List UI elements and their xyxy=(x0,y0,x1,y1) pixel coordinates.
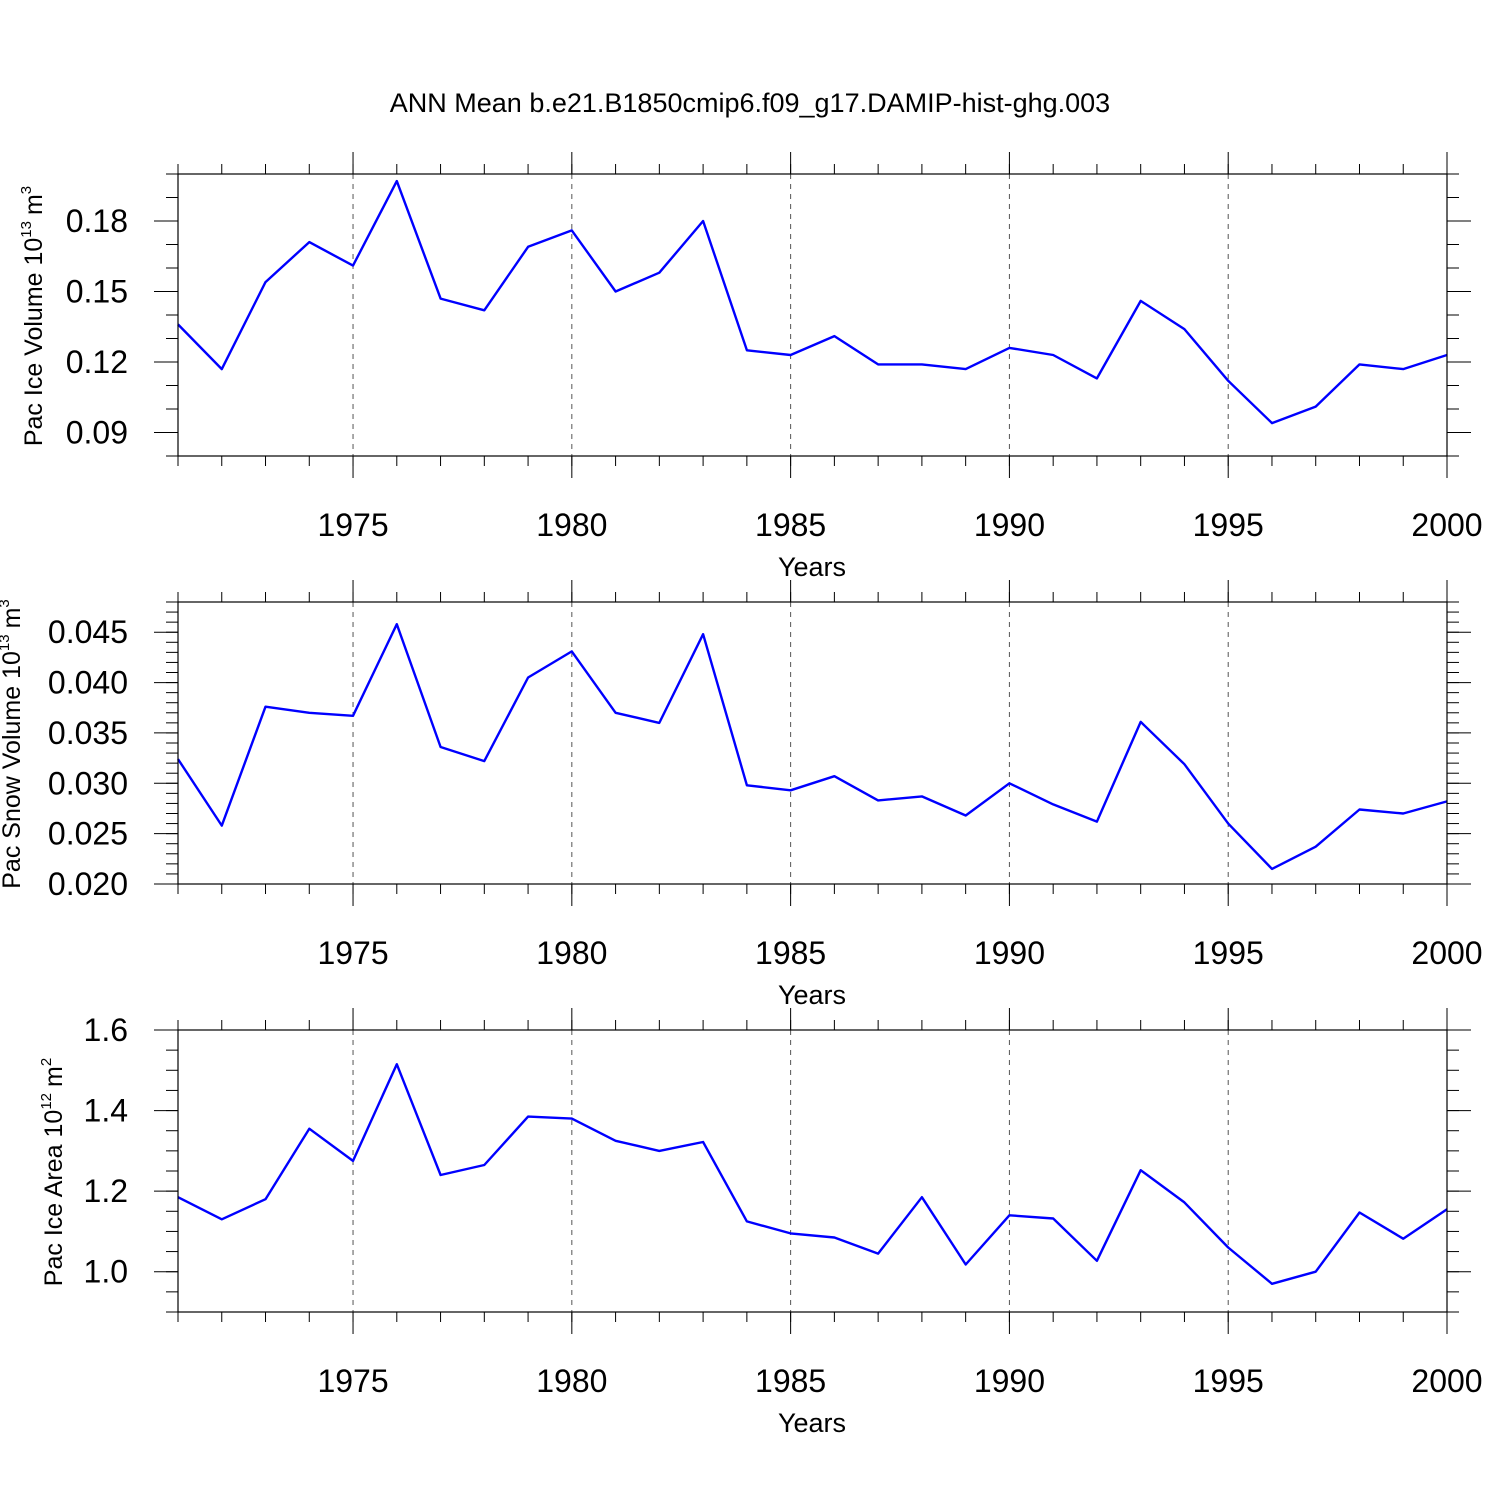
plot-frame xyxy=(177,1029,1448,1313)
panel-ice-area: Years Pac Ice Area 1012 m2 1975 1980 1985 19… xyxy=(38,1008,1483,1438)
data-series-line xyxy=(177,1062,1448,1286)
y-axis-label-unit: m xyxy=(20,194,48,215)
y-axis-label-exponent: 13 xyxy=(0,634,13,651)
y-axis-label-unit-exponent: 2 xyxy=(38,1058,55,1066)
x-tick-label: 1990 xyxy=(974,935,1045,971)
x-tick-label: 1975 xyxy=(317,935,388,971)
y-axis-label-unit: m xyxy=(0,608,26,629)
y-axis-label: Pac Ice Area 1012 m2 xyxy=(38,1058,68,1286)
x-tick-label: 1995 xyxy=(1193,935,1264,971)
y-axis-label-main: Pac Ice Volume 10 xyxy=(20,238,48,446)
y-tick-label: 0.035 xyxy=(48,715,128,751)
x-tick-label: 2000 xyxy=(1411,1363,1482,1399)
panel-snow-volume: Years Pac Snow Volume 1013 m3 1975 1980 198… xyxy=(0,580,1483,1010)
x-tick-label: 1985 xyxy=(755,507,826,543)
y-axis-label-main: Pac Snow Volume 10 xyxy=(0,651,26,889)
x-axis-label: Years xyxy=(778,552,846,582)
y-axis-label-unit-exponent: 3 xyxy=(18,186,35,194)
y-tick-label: 1.4 xyxy=(84,1093,128,1129)
x-tick-label: 1990 xyxy=(974,507,1045,543)
y-tick-label: 1.2 xyxy=(84,1173,128,1209)
panel-ice-volume: Years Pac Ice Volume 1013 m3 1975 1980 1985… xyxy=(18,152,1483,582)
x-tick-label: 1985 xyxy=(755,1363,826,1399)
y-tick-label: 1.0 xyxy=(84,1254,128,1290)
y-tick-label: 1.6 xyxy=(84,1012,128,1048)
data-series-line xyxy=(176,623,1448,871)
x-tick-label: 1980 xyxy=(536,507,607,543)
y-tick-label: 0.030 xyxy=(48,765,128,801)
y-axis-label-unit-exponent: 3 xyxy=(0,599,13,607)
plot-frame xyxy=(177,601,1448,885)
x-tick-label: 1975 xyxy=(317,507,388,543)
x-tick-label: 2000 xyxy=(1411,507,1482,543)
x-tick-label: 1995 xyxy=(1193,1363,1264,1399)
x-tick-label: 1990 xyxy=(974,1363,1045,1399)
x-tick-label: 1975 xyxy=(317,1363,388,1399)
x-tick-label: 1980 xyxy=(536,935,607,971)
y-tick-label: 0.12 xyxy=(66,344,128,380)
y-axis-label-main: Pac Ice Area 10 xyxy=(40,1110,68,1287)
y-tick-label: 0.045 xyxy=(48,614,128,650)
y-axis-label-exponent: 13 xyxy=(18,221,35,238)
y-tick-label: 0.040 xyxy=(48,665,128,701)
x-tick-label: 1985 xyxy=(755,935,826,971)
y-axis-label: Pac Ice Volume 1013 m3 xyxy=(18,186,48,446)
x-axis-label: Years xyxy=(778,1408,846,1438)
y-tick-label: 0.025 xyxy=(48,816,128,852)
y-tick-label: 0.020 xyxy=(48,866,128,902)
x-tick-label: 2000 xyxy=(1411,935,1482,971)
x-tick-label: 1995 xyxy=(1193,507,1264,543)
y-axis-label-exponent: 12 xyxy=(38,1093,55,1110)
plot-frame xyxy=(177,173,1448,457)
chart-title: ANN Mean b.e21.B1850cmip6.f09_g17.DAMIP-… xyxy=(390,88,1110,118)
y-tick-label: 0.15 xyxy=(66,274,128,310)
y-tick-label: 0.09 xyxy=(66,415,128,451)
y-axis-label-unit: m xyxy=(40,1066,68,1087)
y-tick-label: 0.18 xyxy=(66,203,128,239)
data-series-line xyxy=(177,179,1448,425)
x-tick-label: 1980 xyxy=(536,1363,607,1399)
y-axis-label: Pac Snow Volume 1013 m3 xyxy=(0,599,26,889)
x-axis-label: Years xyxy=(778,980,846,1010)
